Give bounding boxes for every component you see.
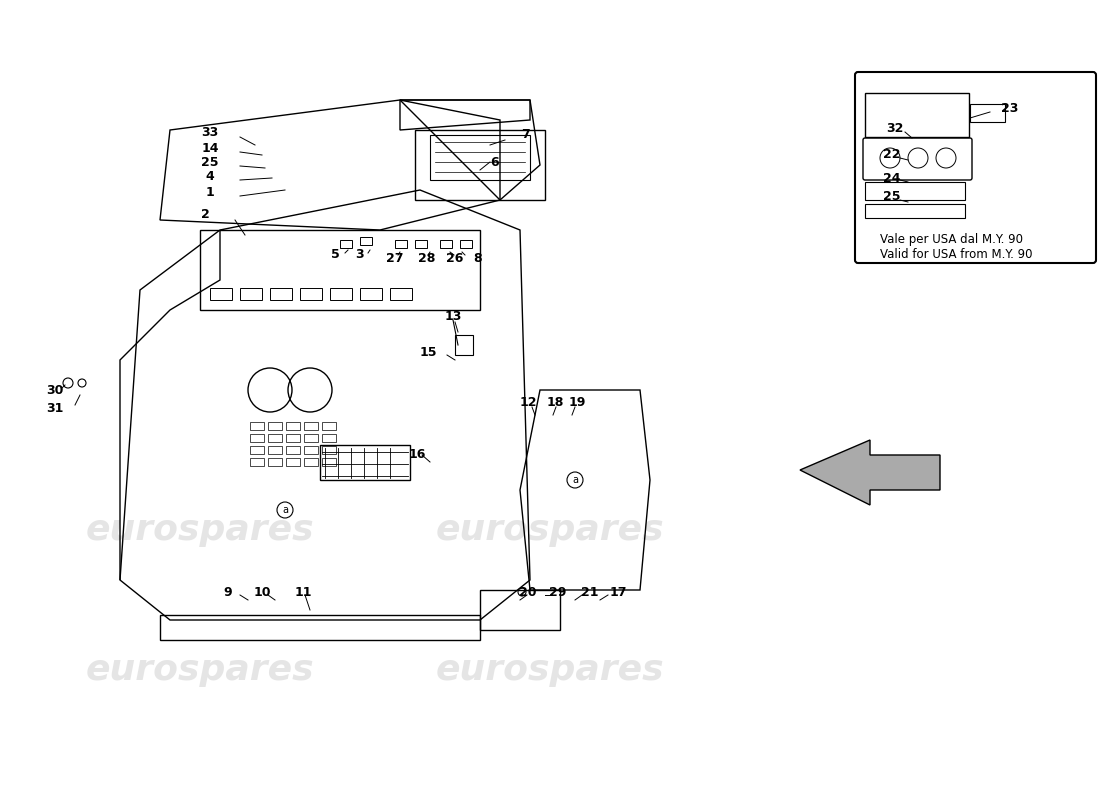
Text: 9: 9 <box>223 586 232 598</box>
Bar <box>304 422 318 430</box>
Bar <box>268 422 282 430</box>
Text: 29: 29 <box>549 586 566 598</box>
Bar <box>304 458 318 466</box>
Text: 12: 12 <box>519 395 537 409</box>
Text: 13: 13 <box>444 310 462 322</box>
Text: a: a <box>282 505 288 515</box>
Bar <box>270 288 292 300</box>
Bar <box>415 240 427 248</box>
Bar <box>304 446 318 454</box>
Bar <box>320 445 410 480</box>
Text: a: a <box>572 475 578 485</box>
Text: 33: 33 <box>201 126 219 138</box>
Bar <box>268 458 282 466</box>
Bar <box>460 240 472 248</box>
Text: 21: 21 <box>581 586 598 598</box>
Text: 23: 23 <box>1001 102 1019 114</box>
Text: 22: 22 <box>883 149 901 162</box>
Text: 31: 31 <box>46 402 64 414</box>
Bar <box>250 458 264 466</box>
Bar <box>322 422 335 430</box>
Text: 27: 27 <box>386 251 404 265</box>
Text: 25: 25 <box>201 155 219 169</box>
Text: 16: 16 <box>408 449 426 462</box>
Bar <box>300 288 322 300</box>
Bar <box>268 434 282 442</box>
Text: 1: 1 <box>206 186 214 198</box>
Text: 14: 14 <box>201 142 219 154</box>
FancyBboxPatch shape <box>855 72 1096 263</box>
Bar <box>395 240 407 248</box>
Text: 10: 10 <box>253 586 271 598</box>
Text: 26: 26 <box>447 251 464 265</box>
Polygon shape <box>800 440 940 505</box>
Bar <box>360 237 372 245</box>
Text: 5: 5 <box>331 249 340 262</box>
Text: 24: 24 <box>883 171 901 185</box>
Text: 6: 6 <box>491 155 499 169</box>
Bar <box>286 434 300 442</box>
Text: Valid for USA from M.Y. 90: Valid for USA from M.Y. 90 <box>880 249 1033 262</box>
Text: Vale per USA dal M.Y. 90: Vale per USA dal M.Y. 90 <box>880 234 1023 246</box>
Text: 28: 28 <box>418 251 436 265</box>
Text: 2: 2 <box>200 209 209 222</box>
Text: 30: 30 <box>46 383 64 397</box>
Bar <box>330 288 352 300</box>
Text: 20: 20 <box>519 586 537 598</box>
Bar <box>250 422 264 430</box>
Bar <box>440 240 452 248</box>
Bar <box>286 422 300 430</box>
Bar <box>210 288 232 300</box>
Bar <box>430 135 530 180</box>
Bar <box>286 458 300 466</box>
Text: 7: 7 <box>520 129 529 142</box>
Bar <box>322 434 335 442</box>
Text: 18: 18 <box>547 395 563 409</box>
Text: eurospares: eurospares <box>86 653 315 687</box>
Bar <box>250 446 264 454</box>
Bar <box>286 446 300 454</box>
Bar <box>455 335 473 355</box>
Bar <box>865 182 965 200</box>
Text: eurospares: eurospares <box>436 653 664 687</box>
Bar <box>322 446 335 454</box>
Bar <box>250 434 264 442</box>
Bar <box>322 458 335 466</box>
Text: 11: 11 <box>295 586 311 598</box>
Text: 15: 15 <box>419 346 437 358</box>
Text: 32: 32 <box>887 122 904 134</box>
Bar <box>240 288 262 300</box>
Text: 19: 19 <box>569 395 585 409</box>
Bar <box>970 104 1005 122</box>
Bar <box>865 204 965 218</box>
Text: 17: 17 <box>609 586 627 598</box>
Text: 8: 8 <box>474 251 482 265</box>
Text: 25: 25 <box>883 190 901 203</box>
Text: eurospares: eurospares <box>86 513 315 547</box>
Bar <box>304 434 318 442</box>
Text: 4: 4 <box>206 170 214 182</box>
Bar <box>390 288 412 300</box>
Bar <box>340 240 352 248</box>
Text: eurospares: eurospares <box>436 513 664 547</box>
Bar <box>360 288 382 300</box>
Text: 3: 3 <box>355 249 364 262</box>
Bar <box>268 446 282 454</box>
